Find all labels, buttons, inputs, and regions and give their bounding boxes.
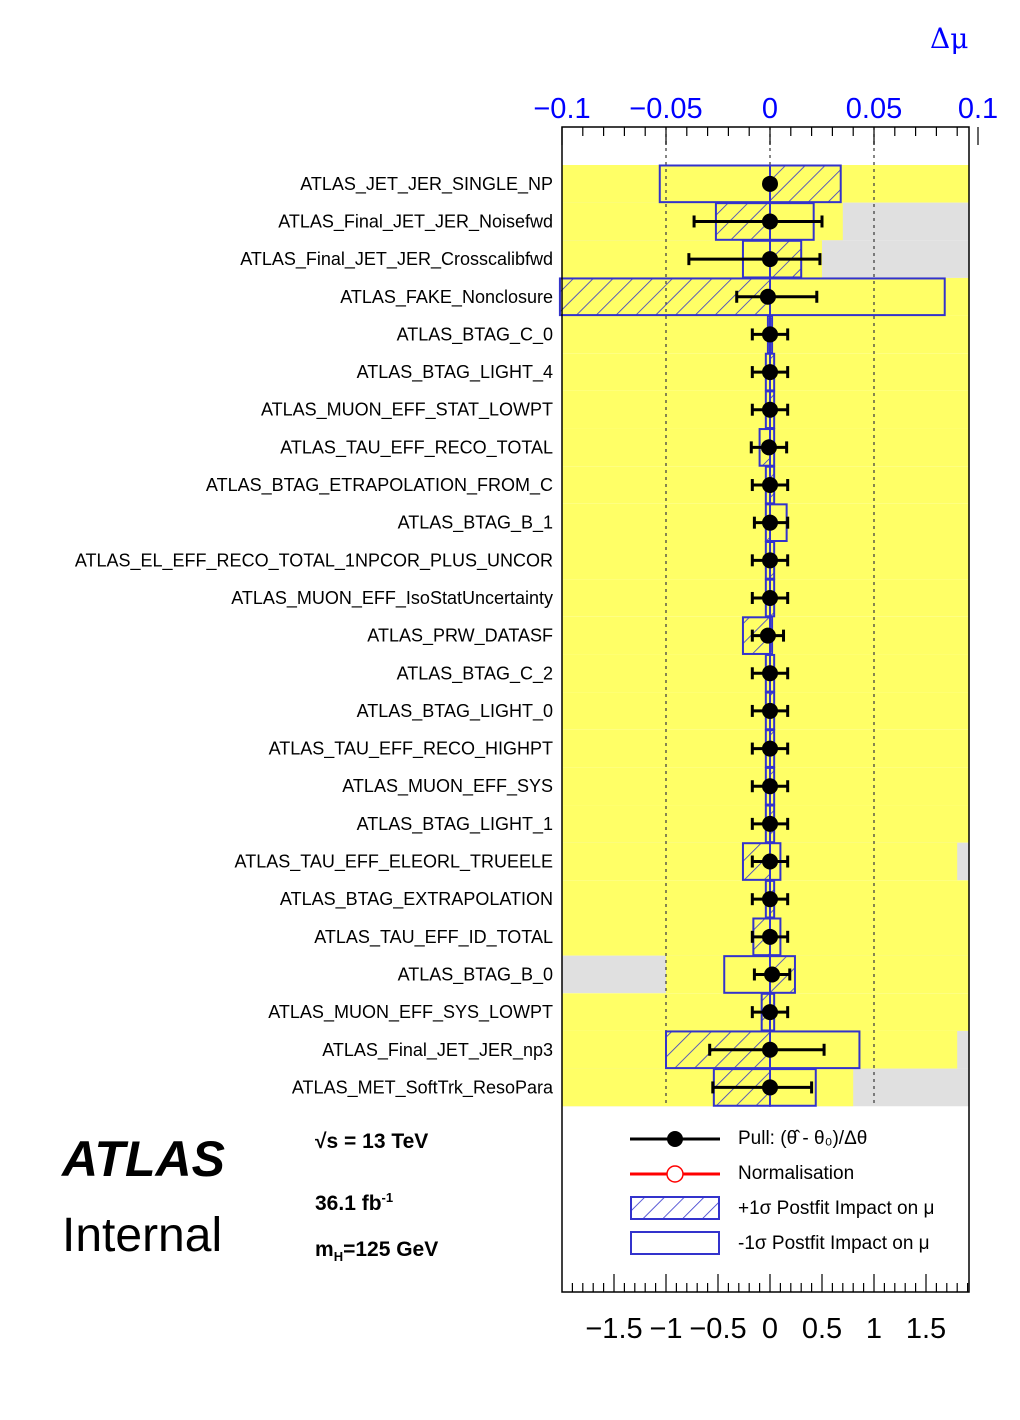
pull-marker	[762, 665, 778, 682]
lumi-exponent: -1	[381, 1190, 394, 1205]
pull-marker	[762, 702, 778, 719]
pull-marker	[764, 966, 781, 983]
bottom-axis-tick-label: −1	[649, 1313, 682, 1345]
pull-marker	[762, 514, 778, 531]
parameter-labels: ATLAS_JET_JER_SINGLE_NP ATLAS_Final_JET_J…	[75, 174, 554, 1099]
bottom-axis-tick-label: 1	[866, 1313, 882, 1345]
parameter-label: ATLAS_BTAG_ETRAPOLATION_FROM_C	[206, 475, 553, 496]
legend-plus-impact: +1σ Postfit Impact on μ	[738, 1198, 935, 1219]
pull-marker	[762, 364, 778, 381]
parameter-label: ATLAS_TAU_EFF_ELEORL_TRUEELE	[235, 852, 553, 873]
parameter-label: ATLAS_BTAG_LIGHT_1	[357, 814, 553, 835]
legend-minus-box	[630, 1231, 720, 1255]
pull-marker	[762, 891, 778, 908]
parameter-label: ATLAS_FAKE_Nonclosure	[340, 287, 553, 308]
legend-plus-box	[630, 1196, 720, 1220]
top-axis-tick-label: −0.05	[629, 93, 702, 125]
parameter-label: ATLAS_MUON_EFF_STAT_LOWPT	[261, 400, 553, 421]
parameter-label: ATLAS_TAU_EFF_RECO_TOTAL	[280, 437, 553, 458]
parameter-label: ATLAS_MUON_EFF_SYS	[342, 776, 553, 797]
legend-norm-marker	[666, 1165, 684, 1183]
mass-value: =125 GeV	[343, 1238, 439, 1261]
pull-marker	[762, 1004, 778, 1021]
lumi-value: 36.1 fb	[315, 1192, 382, 1215]
pull-marker	[762, 213, 778, 230]
parameter-label: ATLAS_MUON_EFF_SYS_LOWPT	[268, 1002, 553, 1023]
plot-frame	[561, 126, 970, 1293]
parameter-label: ATLAS_BTAG_B_1	[398, 513, 553, 534]
pull-marker	[762, 251, 778, 268]
plus-impact-box	[769, 164, 842, 204]
pull-marker	[759, 288, 776, 305]
parameter-label: ATLAS_BTAG_C_0	[397, 324, 553, 345]
parameter-label: ATLAS_EL_EFF_RECO_TOTAL_1NPCOR_PLUS_UNCO…	[75, 550, 553, 571]
top-axis-tick-label: 0.1	[958, 93, 998, 125]
mass-subscript: H	[333, 1249, 344, 1265]
parameter-label: ATLAS_JET_JER_SINGLE_NP	[300, 174, 553, 195]
parameter-label: ATLAS_BTAG_C_2	[397, 663, 553, 684]
pull-marker	[762, 740, 778, 757]
parameter-label: ATLAS_MET_SoftTrk_ResoPara	[292, 1077, 554, 1098]
axes: −0.1 −0.05 0 0.05 0.1 −1.5 −1 −0.5 0 0.5 1 1.5	[533, 93, 998, 1345]
pull-marker	[762, 1041, 778, 1058]
prefit-band	[666, 955, 969, 994]
top-axis-tick-label: 0.05	[846, 93, 902, 125]
parameter-label: ATLAS_Final_JET_JER_np3	[322, 1040, 553, 1061]
pull-marker	[762, 1079, 778, 1096]
pull-marker	[762, 928, 778, 945]
status-label: Internal	[62, 1209, 223, 1262]
parameter-label: ATLAS_BTAG_EXTRAPOLATION	[280, 889, 553, 910]
legend-pull: Pull: (θ̂ - θ₀)/Δθ	[738, 1128, 868, 1149]
legend-normalisation: Normalisation	[738, 1163, 855, 1184]
pull-marker	[759, 627, 776, 644]
pull-marker	[762, 175, 778, 192]
pull-marker	[762, 853, 778, 870]
legend-graphics	[630, 1131, 720, 1255]
lumi-label: 36.1 fb-1	[315, 1190, 393, 1216]
top-axis-tick-label: −0.1	[533, 93, 590, 125]
parameter-label: ATLAS_TAU_EFF_ID_TOTAL	[314, 927, 553, 948]
mass-label: mH=125 GeV	[315, 1238, 438, 1264]
pull-markers	[687, 175, 826, 1096]
top-axis-title: Δμ	[930, 22, 969, 55]
mass-symbol: m	[315, 1238, 334, 1261]
parameter-label: ATLAS_PRW_DATASF	[367, 626, 553, 647]
legend-minus-impact: -1σ Postfit Impact on μ	[738, 1233, 930, 1254]
legend-pull-marker	[667, 1131, 683, 1147]
pull-marker	[762, 477, 778, 494]
pull-marker	[760, 439, 777, 456]
bottom-axis-tick-label: 0.5	[802, 1313, 842, 1345]
bottom-axis-tick-label: −0.5	[689, 1313, 746, 1345]
energy-label: √s = 13 TeV	[315, 1130, 429, 1153]
bottom-axis-tick-label: −1.5	[585, 1313, 642, 1345]
pull-marker	[762, 326, 778, 343]
parameter-label: ATLAS_Final_JET_JER_Crosscalibfwd	[240, 249, 553, 270]
parameter-label: ATLAS_BTAG_LIGHT_4	[357, 362, 553, 383]
bottom-axis-tick-label: 1.5	[906, 1313, 946, 1345]
experiment-label: ATLAS	[62, 1131, 225, 1187]
parameter-label: ATLAS_BTAG_B_0	[398, 964, 553, 985]
top-axis-tick-label: 0	[762, 93, 778, 125]
pull-marker	[762, 401, 778, 418]
parameter-label: ATLAS_Final_JET_JER_Noisefwd	[278, 211, 553, 232]
parameter-label: ATLAS_BTAG_LIGHT_0	[357, 701, 553, 722]
pull-marker	[762, 552, 778, 569]
bottom-axis-tick-label: 0	[762, 1313, 778, 1345]
pull-marker	[762, 589, 778, 606]
parameter-label: ATLAS_MUON_EFF_IsoStatUncertainty	[231, 588, 553, 609]
pull-marker	[762, 778, 778, 795]
parameter-label: ATLAS_TAU_EFF_RECO_HIGHPT	[269, 739, 553, 760]
pull-marker	[762, 815, 778, 832]
